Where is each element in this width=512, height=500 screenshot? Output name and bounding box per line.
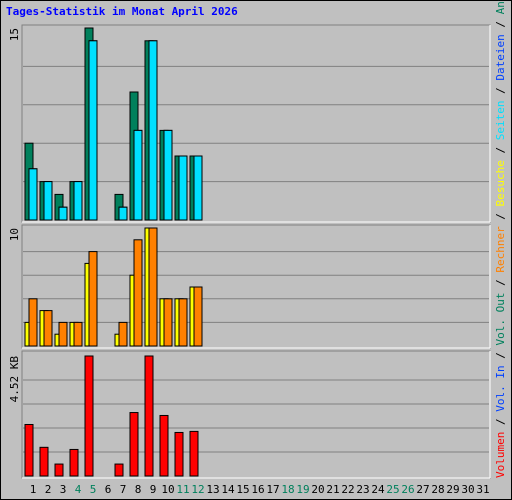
- bar: [148, 40, 158, 221]
- panel: [21, 224, 491, 349]
- bar: [43, 310, 53, 347]
- bar: [73, 321, 83, 347]
- bar: [118, 321, 128, 347]
- x-tick-label: 5: [90, 483, 97, 496]
- bar: [28, 298, 38, 347]
- x-tick-label: 29: [446, 483, 459, 496]
- x-tick-label: 7: [120, 483, 127, 496]
- legend-separator: /: [494, 346, 507, 366]
- x-tick-label: 28: [431, 483, 444, 496]
- y-tick-label: 4.52 KB: [8, 356, 21, 403]
- bar: [193, 286, 203, 347]
- bar: [148, 227, 158, 347]
- x-tick-label: 24: [371, 483, 385, 496]
- bar: [54, 463, 64, 477]
- bar: [69, 448, 79, 477]
- bar: [43, 181, 53, 221]
- x-tick-label: 27: [416, 483, 429, 496]
- x-tick-label: 11: [176, 483, 189, 496]
- chart-title: Tages-Statistik im Monat April 2026: [6, 5, 238, 18]
- x-tick-label: 19: [296, 483, 309, 496]
- legend-item: Besuche: [494, 160, 507, 206]
- x-tick-label: 30: [461, 483, 474, 496]
- legend-item: Vol. Out: [494, 293, 507, 346]
- x-tick-label: 4: [75, 483, 82, 496]
- x-tick-label: 23: [356, 483, 369, 496]
- bar: [24, 423, 34, 477]
- bar: [28, 168, 38, 221]
- x-tick-label: 16: [251, 483, 264, 496]
- bar: [163, 298, 173, 347]
- bar: [84, 355, 94, 477]
- legend-item: Volumen: [494, 432, 507, 478]
- bar: [174, 431, 184, 477]
- bar: [178, 298, 188, 347]
- legend-separator: /: [494, 273, 507, 293]
- panel: [21, 24, 491, 223]
- bar: [163, 129, 173, 221]
- x-tick-label: 21: [326, 483, 339, 496]
- bar: [114, 463, 124, 477]
- bar: [73, 181, 83, 221]
- x-tick-label: 9: [150, 483, 157, 496]
- bar: [189, 430, 199, 477]
- x-tick-label: 25: [386, 483, 399, 496]
- x-tick-label: 26: [401, 483, 414, 496]
- x-tick-label: 3: [60, 483, 67, 496]
- y-tick-label: 10: [8, 228, 21, 241]
- bar: [39, 446, 49, 477]
- bar: [88, 40, 98, 221]
- bar: [159, 414, 169, 477]
- legend-item: Dateien: [494, 34, 507, 80]
- x-tick-label: 6: [105, 483, 112, 496]
- x-tick-label: 15: [236, 483, 249, 496]
- legend-separator: /: [494, 206, 507, 226]
- x-tick-label: 10: [161, 483, 174, 496]
- legend-item: Vol. In: [494, 365, 507, 411]
- legend-separator: /: [494, 81, 507, 101]
- bar: [133, 239, 143, 347]
- x-tick-label: 2: [45, 483, 52, 496]
- x-tick-label: 20: [311, 483, 324, 496]
- bar: [58, 206, 68, 221]
- legend: Volumen / Vol. In / Vol. Out / Rechner /…: [494, 0, 507, 478]
- bar: [118, 206, 128, 221]
- legend-item: Rechner: [494, 226, 507, 273]
- bar: [88, 251, 98, 347]
- legend-separator: /: [494, 412, 507, 432]
- bar: [58, 321, 68, 347]
- bar: [178, 155, 188, 221]
- legend-separator: /: [494, 140, 507, 160]
- bar: [133, 129, 143, 221]
- y-tick-label: 15: [8, 28, 21, 41]
- bar: [144, 355, 154, 477]
- legend-separator: /: [494, 14, 507, 34]
- bar: [129, 412, 139, 477]
- legend-item: Anfragen: [494, 0, 507, 14]
- x-tick-label: 22: [341, 483, 354, 496]
- x-tick-label: 1: [30, 483, 37, 496]
- x-tick-label: 8: [135, 483, 142, 496]
- x-tick-label: 14: [221, 483, 235, 496]
- x-tick-label: 13: [206, 483, 219, 496]
- legend-item: Seiten: [494, 100, 507, 140]
- x-tick-label: 17: [266, 483, 279, 496]
- x-tick-label: 31: [476, 483, 489, 496]
- x-tick-label: 18: [281, 483, 294, 496]
- bar: [193, 155, 203, 221]
- x-tick-label: 12: [191, 483, 204, 496]
